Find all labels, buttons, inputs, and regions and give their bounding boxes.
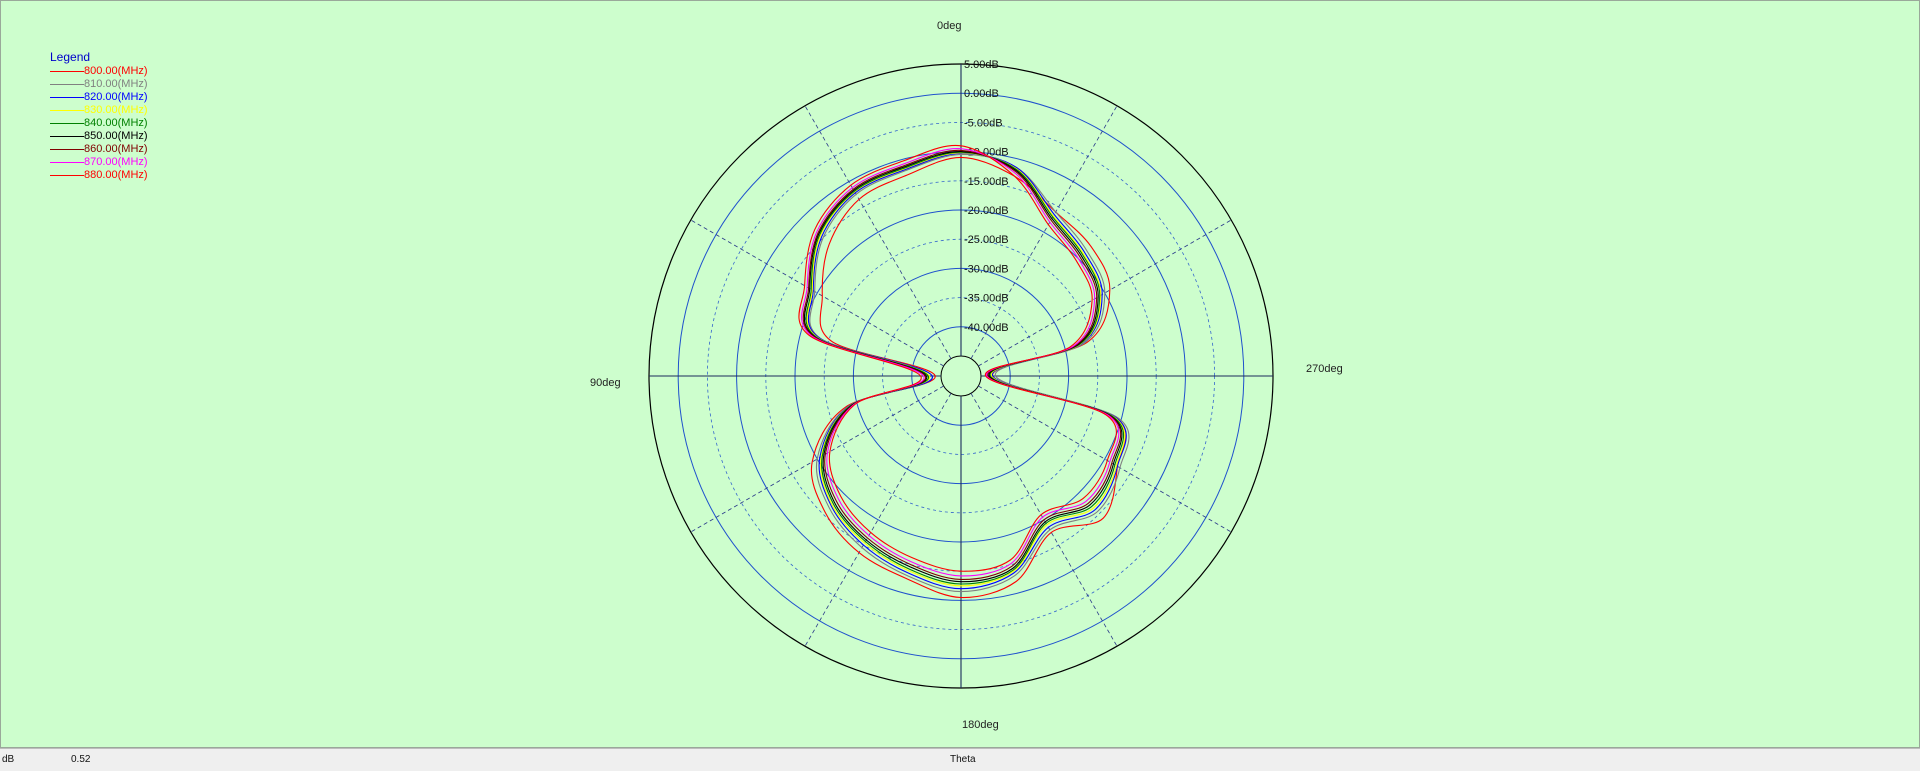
angle-label-0deg: 0deg [937, 20, 962, 32]
legend-item: 820.00(MHz) [50, 91, 148, 104]
legend-label: 830.00(MHz) [84, 104, 148, 116]
legend-swatch [50, 175, 84, 176]
legend-swatch [50, 123, 84, 124]
legend-item: 880.00(MHz) [50, 169, 148, 182]
legend-swatch [50, 84, 84, 85]
legend-swatch [50, 136, 84, 137]
legend: Legend 800.00(MHz) 810.00(MHz) 820.00(MHz)… [50, 51, 148, 182]
polar-chart: 5.00dB0.00dB-5.00dB-10.00dB-15.00dB-20.0… [648, 59, 1274, 689]
legend-label: 800.00(MHz) [84, 65, 148, 77]
r-tick-label: -15.00dB [964, 176, 1009, 188]
legend-label: 840.00(MHz) [84, 117, 148, 129]
legend-item: 870.00(MHz) [50, 156, 148, 169]
series-line-5 [803, 151, 1123, 583]
series-line-6 [802, 149, 1122, 580]
legend-swatch [50, 162, 84, 163]
series-line-2 [807, 152, 1127, 590]
r-tick-label: -25.00dB [964, 234, 1009, 246]
r-tick-label: -40.00dB [964, 322, 1009, 334]
r-tick-label: -5.00dB [964, 117, 1003, 129]
legend-item: 800.00(MHz) [50, 65, 148, 78]
angle-label-180deg: 180deg [962, 719, 999, 731]
legend-swatch [50, 97, 84, 98]
r-tick-label: -20.00dB [964, 205, 1009, 217]
r-tick-label: -35.00dB [964, 293, 1009, 305]
angle-label-90deg: 90deg [590, 377, 621, 389]
angle-label-270deg: 270deg [1306, 363, 1343, 375]
status-axis-name: Theta [950, 754, 976, 765]
series-line-8 [798, 144, 1117, 572]
series-line-4 [805, 151, 1124, 585]
status-bar: dB 0.52 Theta [0, 748, 1920, 771]
legend-item: 810.00(MHz) [50, 78, 148, 91]
series-line-1 [809, 153, 1130, 593]
legend-swatch [50, 110, 84, 111]
legend-item: 850.00(MHz) [50, 130, 148, 143]
center-circle [940, 355, 982, 397]
series-line-3 [806, 152, 1126, 587]
radial-grid-line [804, 105, 952, 359]
legend-title: Legend [50, 50, 91, 64]
legend-item: 860.00(MHz) [50, 143, 148, 156]
series-line-7 [801, 148, 1120, 577]
series-line-0 [810, 156, 1127, 599]
legend-label: 810.00(MHz) [84, 78, 148, 90]
plot-area: 5.00dB 0.00dB -5.00dB -10.00dB -15.00dB -20.0… [0, 0, 1920, 748]
status-value: 0.52 [71, 754, 91, 765]
legend-label: 850.00(MHz) [84, 130, 148, 142]
legend-swatch [50, 149, 84, 150]
legend-label: 870.00(MHz) [84, 156, 148, 168]
legend-swatch [50, 71, 84, 72]
legend-label: 820.00(MHz) [84, 91, 148, 103]
legend-label: 860.00(MHz) [84, 143, 148, 155]
status-unit-label: dB [2, 754, 15, 765]
r-tick-label: -30.00dB [964, 263, 1009, 275]
legend-item: 830.00(MHz) [50, 104, 148, 117]
r-tick-label: 0.00dB [964, 88, 999, 100]
legend-item: 840.00(MHz) [50, 117, 148, 130]
legend-label: 880.00(MHz) [84, 169, 148, 181]
r-tick-label: 5.00dB [964, 59, 999, 71]
